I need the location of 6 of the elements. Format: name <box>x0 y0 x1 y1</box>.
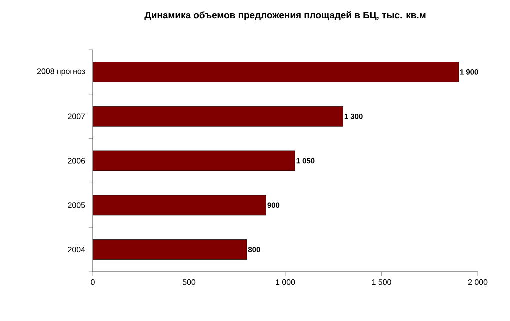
bar <box>93 195 266 216</box>
bar <box>93 150 296 172</box>
bar <box>93 106 344 127</box>
bar <box>93 62 459 82</box>
chart-title: Динамика объемов предложения площадей в БЦ, тыс. кв.м <box>144 11 426 21</box>
bar <box>93 240 248 260</box>
